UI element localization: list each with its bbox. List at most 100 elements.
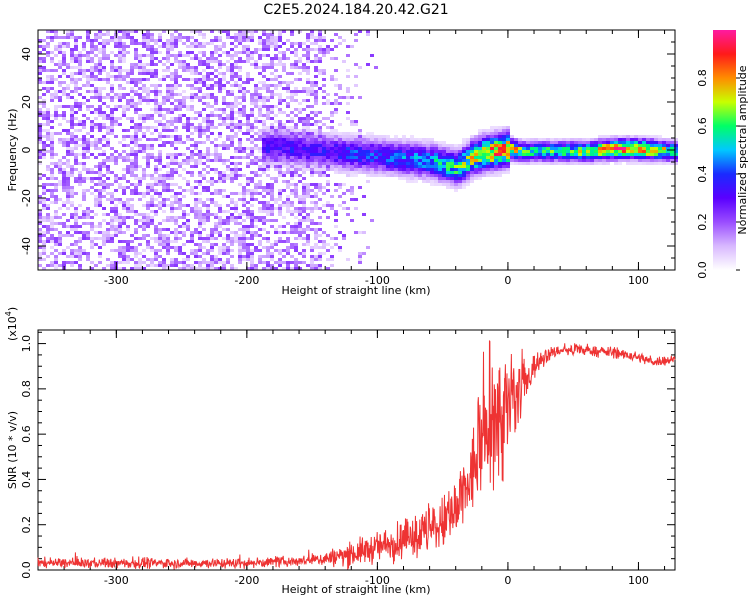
spectrogram-cell [198,129,202,132]
spectrogram-cell [338,102,342,105]
spectrogram-cell [634,135,638,138]
spectrogram-cell [82,252,86,255]
spectrogram-cell [474,135,478,138]
spectrogram-cell [138,99,142,102]
spectrogram-cell [250,267,254,270]
spectrogram-cell [134,165,138,168]
spectrogram-cell [38,96,42,99]
spectrogram-cell [130,240,134,243]
spectrogram-cell [78,63,82,66]
spectrogram-cell [66,195,70,198]
spectrogram-cell [186,258,190,261]
spectrogram-cell [334,210,338,213]
spectrogram-cell [454,177,458,180]
spectrogram-cell [502,150,506,153]
spectrogram-cell [326,135,330,138]
spectrogram-cell [478,165,482,168]
spectrogram-cell [94,87,98,90]
spectrogram-cell [58,240,62,243]
spectrogram-cell [286,135,290,138]
spectrogram-cell [314,141,318,144]
spectrogram-cell [134,252,138,255]
spectrogram-cell [354,144,358,147]
spectrogram-cell [258,81,262,84]
spectrogram-cell [634,150,638,153]
spectrogram-cell [482,129,486,132]
spectrogram-cell [246,216,250,219]
spectrogram-cell [66,165,70,168]
spectrogram-cell [238,30,242,33]
spectrogram-cell [130,36,134,39]
spectrogram-cell [50,93,54,96]
spectrogram-cell [250,141,254,144]
spectrogram-cell [250,264,254,267]
spectrogram-cell [322,168,326,171]
spectrogram-cell [298,156,302,159]
spectrogram-cell [514,141,518,144]
spectrogram-cell [70,195,74,198]
spectrogram-cell [78,171,82,174]
spectrogram-cell [102,33,106,36]
spectrogram-cell [498,159,502,162]
spectrogram-cell [146,78,150,81]
spectrogram-cell [342,162,346,165]
spectrogram-cell [330,48,334,51]
spectrogram-cell [102,78,106,81]
spectrogram-cell [202,81,206,84]
spectrogram-cell [118,84,122,87]
spectrogram-cell [142,99,146,102]
spectrogram-cell [46,132,50,135]
spectrogram-cell [58,75,62,78]
spectrogram-cell [522,162,526,165]
spectrogram-cell [70,189,74,192]
spectrogram-cell [342,234,346,237]
spectrogram-cell [298,210,302,213]
spectrogram-cell [270,225,274,228]
spectrogram-cell [90,129,94,132]
spectrogram-cell [294,192,298,195]
spectrogram-cell [222,111,226,114]
spectrogram-cell [282,51,286,54]
spectrogram-cell [238,213,242,216]
spectrogram-cell [50,144,54,147]
spectrogram-cell [162,240,166,243]
spectrogram-cell [214,75,218,78]
spectrogram-cell [310,219,314,222]
spectrogram-cell [434,174,438,177]
spectrogram-cell [170,231,174,234]
spectrogram-cell [234,156,238,159]
spectrogram-cell [186,51,190,54]
spectrogram-cell [246,117,250,120]
spectrogram-cell [118,45,122,48]
spectrogram-cell [342,135,346,138]
spectrogram-cell [350,120,354,123]
spectrogram-cell [78,249,82,252]
spectrogram-cell [110,219,114,222]
spectrogram-cell [126,216,130,219]
spectrogram-cell [346,171,350,174]
spectrogram-cell [258,108,262,111]
spectrogram-cell [138,117,142,120]
spectrogram-cell [350,96,354,99]
spectrogram-cell [562,144,566,147]
spectrogram-cell [306,54,310,57]
spectrogram-cell [554,144,558,147]
spectrogram-cell [134,213,138,216]
spectrogram-cell [314,75,318,78]
spectrogram-cell [314,60,318,63]
spectrogram-cell [98,237,102,240]
spectrogram-cell [146,225,150,228]
spectrogram-cell [186,66,190,69]
spectrogram-cell [70,204,74,207]
spectrogram-cell [118,213,122,216]
spectrogram-cell [142,63,146,66]
spectrogram-cell [86,75,90,78]
spectrogram-cell [414,156,418,159]
spectrogram-cell [302,249,306,252]
spectrogram-cell [262,210,266,213]
spectrogram-cell [74,219,78,222]
spectrogram-cell [90,246,94,249]
spectrogram-cell [74,72,78,75]
spectrogram-cell [214,228,218,231]
spectrogram-cell [298,66,302,69]
